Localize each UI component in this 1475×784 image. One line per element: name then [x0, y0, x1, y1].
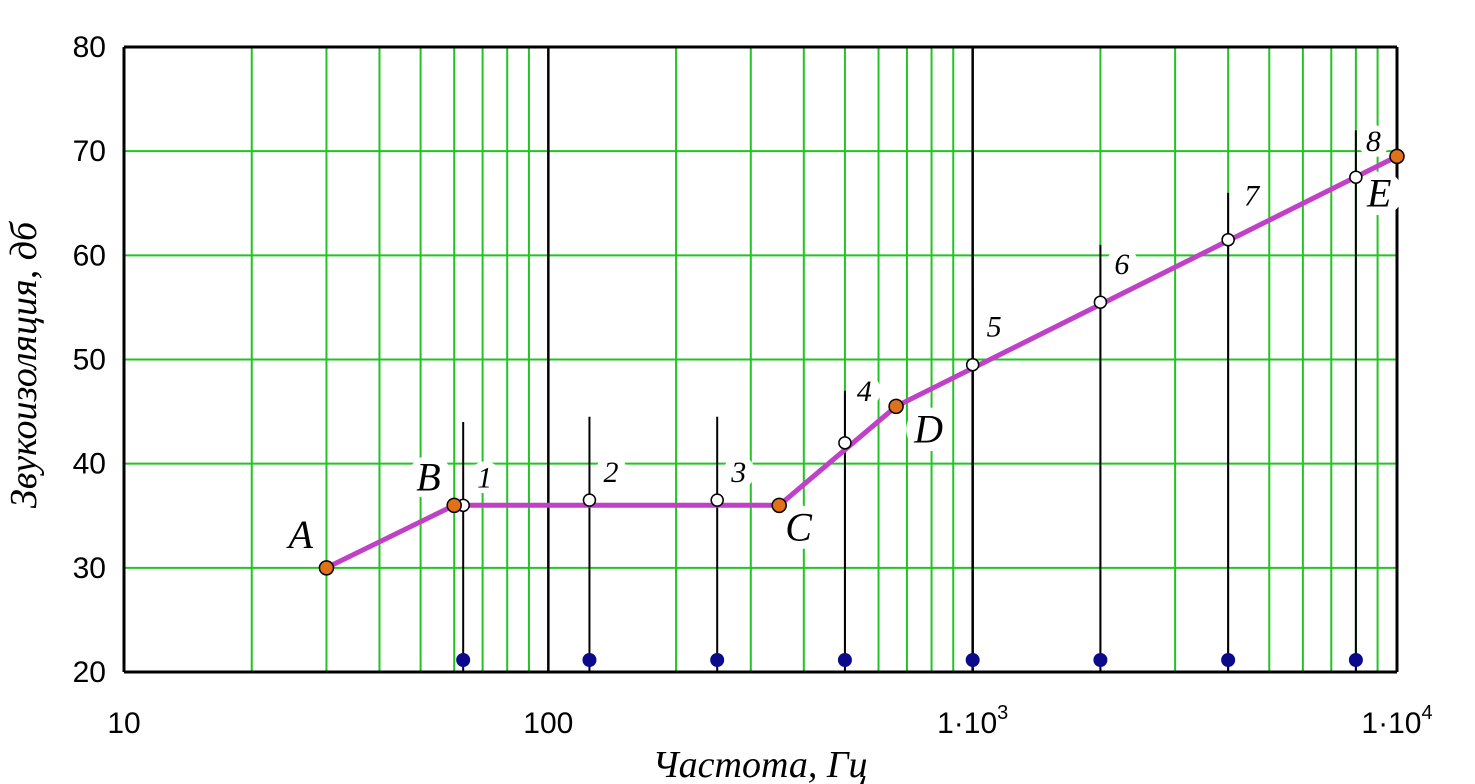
x-tick-label: 1·104	[1361, 702, 1432, 740]
y-tick-label: 80	[73, 31, 106, 64]
corner-label-backdrop	[280, 512, 325, 557]
band-point	[1093, 295, 1108, 309]
corner-point	[1389, 148, 1405, 165]
grid-layer	[122, 45, 1399, 674]
band-label-backdrop	[848, 374, 881, 407]
corner-point-label: C	[785, 504, 813, 549]
corner-label-backdrop	[408, 455, 453, 500]
band-label-backdrop	[978, 310, 1011, 343]
corner-point-label: A	[285, 512, 313, 557]
corner-point-label: E	[1366, 170, 1391, 215]
corner-point	[888, 398, 904, 415]
base-marker	[582, 653, 597, 667]
base-marker	[1348, 653, 1363, 667]
x-tick-label: 10	[107, 707, 140, 740]
x-tick-label: 100	[523, 707, 573, 740]
band-label-backdrop	[1106, 248, 1139, 281]
band-point	[582, 493, 597, 507]
corner-point	[771, 497, 787, 514]
band-point-label: 6	[1114, 248, 1129, 281]
band-point-label: 1	[477, 461, 492, 494]
corner-point	[318, 560, 335, 576]
base-marker	[1221, 653, 1236, 667]
y-tick-label: 30	[73, 552, 106, 585]
band-point	[965, 357, 980, 372]
corner-point-label: B	[416, 454, 440, 499]
y-tick-label: 40	[73, 448, 106, 481]
y-tick-label: 70	[73, 135, 106, 168]
corner-label-backdrop	[906, 407, 951, 452]
x-tick-exponent: 4	[1421, 702, 1432, 724]
y-tick-label: 60	[73, 239, 106, 272]
corner-point-label: D	[913, 406, 943, 451]
y-axis-title: Звукоизоляция, дб	[3, 220, 45, 508]
band-point-label: 2	[603, 456, 618, 489]
band-point	[1221, 232, 1235, 247]
base-marker	[965, 653, 980, 667]
corner-label-backdrop	[777, 505, 822, 550]
band-point	[1349, 170, 1363, 184]
base-marker	[1093, 653, 1108, 667]
band-label-backdrop	[1236, 179, 1269, 212]
y-tick-label: 50	[73, 344, 106, 377]
x-axis-title: Частота, Гц	[652, 744, 867, 784]
band-point-label: 5	[987, 311, 1002, 344]
corner-point	[446, 497, 462, 514]
insulation-curve	[325, 154, 1399, 571]
band-point-label: 4	[857, 375, 872, 408]
band-label-backdrop	[469, 461, 502, 494]
y-tick-label: 20	[73, 656, 106, 689]
band-point-label: 8	[1366, 125, 1381, 158]
x-tick-label: 1·103	[937, 702, 1008, 740]
band-label-backdrop	[595, 456, 628, 489]
points-layer	[318, 148, 1405, 576]
band-label-backdrop	[723, 456, 756, 489]
band-point-label: 7	[1244, 180, 1261, 213]
band-point	[838, 436, 852, 450]
labels-layer: A B C D E 1 2 3 4 5 6 7 8	[280, 125, 1403, 557]
tick-labels: 20 30 40 50 60 70 80 10 100 1·103 1·104	[73, 31, 1433, 740]
corner-label-backdrop	[1359, 171, 1403, 216]
base-marker	[710, 653, 725, 667]
band-point	[710, 493, 724, 507]
base-marker	[456, 653, 471, 667]
x-tick-exponent: 3	[997, 702, 1008, 724]
base-marker	[837, 653, 852, 667]
curve-layer	[325, 154, 1399, 571]
band-point-label: 3	[730, 456, 746, 489]
band-stems	[456, 130, 1363, 672]
band-label-backdrop	[1357, 125, 1390, 158]
